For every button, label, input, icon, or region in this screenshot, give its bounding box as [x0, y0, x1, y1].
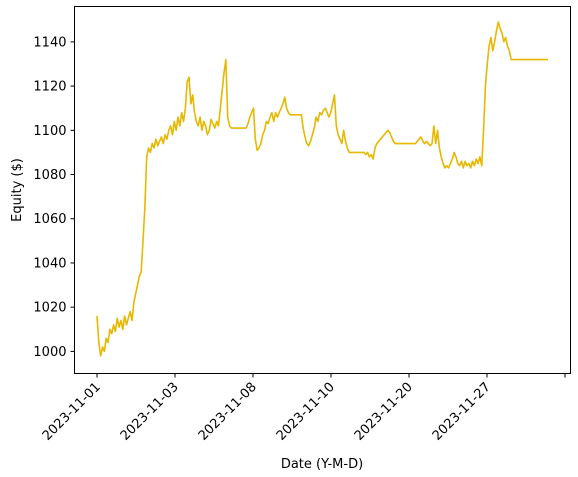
y-tick-label: 1100 [33, 124, 66, 139]
y-axis-ticks: 1000 1020 1040 1060 1080 1100 1120 1140 [33, 35, 75, 360]
y-tick-label: 1060 [33, 212, 66, 227]
x-axis-label: Date (Y-M-D) [281, 457, 363, 472]
y-tick-label: 1120 [33, 80, 66, 95]
y-tick-label: 1020 [33, 301, 66, 316]
y-tick-label: 1080 [33, 168, 66, 183]
plot-area [96, 21, 548, 357]
y-tick-label: 1140 [33, 35, 66, 50]
equity-series-line [96, 21, 548, 357]
y-axis-label: Equity ($) [10, 158, 25, 222]
y-tick-label: 1000 [33, 345, 66, 360]
y-tick-label: 1040 [33, 256, 66, 271]
plot-frame [74, 6, 571, 374]
